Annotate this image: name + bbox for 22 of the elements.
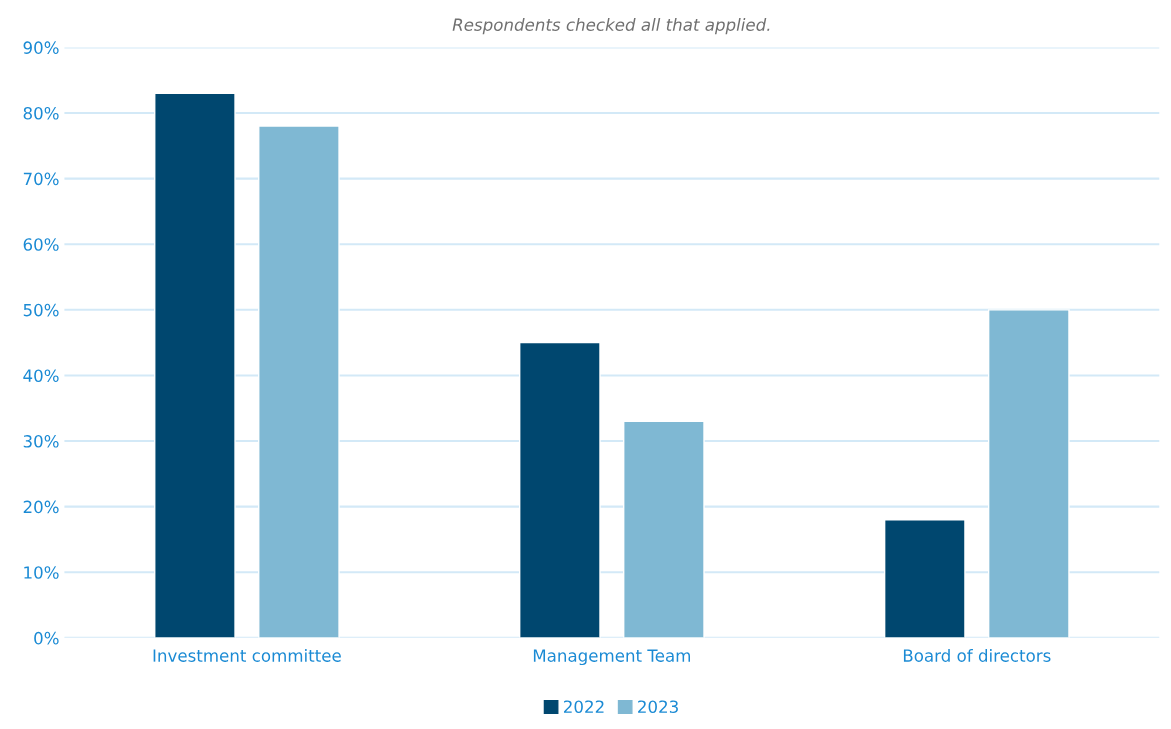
bar	[154, 92, 236, 638]
y-tick-label: 80%	[23, 106, 59, 120]
y-tick-label: 30%	[23, 435, 59, 448]
x-tick-label: Management Team	[533, 649, 690, 666]
legend-label: 2023	[638, 700, 678, 714]
y-tick-label: 70%	[23, 172, 59, 186]
bar	[258, 125, 340, 638]
y-tick-label: 60%	[23, 238, 59, 251]
y-tick-label: 90%	[23, 41, 59, 54]
x-tick-label: Investment committee	[153, 648, 341, 662]
x-tick-label: Board of directors	[903, 648, 1051, 662]
bar	[518, 341, 601, 638]
y-tick-label: 50%	[23, 303, 59, 317]
bar	[623, 420, 705, 638]
bar	[883, 519, 966, 638]
chart-subtitle: Respondents checked all that applied.	[452, 18, 770, 35]
legend-label: 2022	[563, 700, 604, 714]
y-tick-label: 20%	[23, 500, 59, 514]
y-tick-label: 40%	[23, 369, 59, 382]
y-tick-label: 10%	[24, 566, 59, 579]
y-tick-label: 0%	[34, 631, 59, 645]
bar	[987, 309, 1070, 638]
